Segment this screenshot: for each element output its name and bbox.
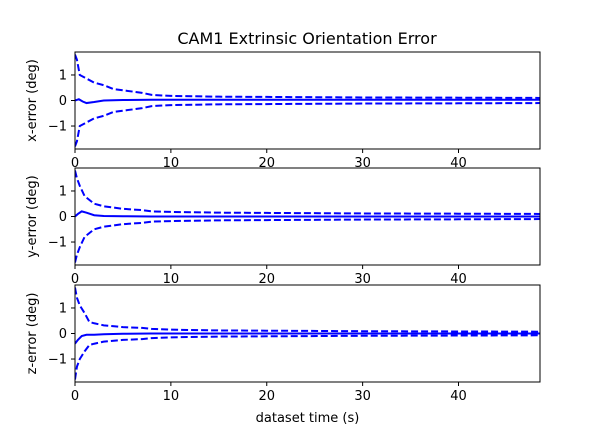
x-tick-label: 0 [71,272,79,287]
y-axis-label: y-error (deg) [25,175,40,257]
y-tick-label: −1 [48,120,67,135]
error-line [75,332,540,345]
x-tick-label: 20 [258,156,275,171]
x-tick-label: 40 [450,272,467,287]
upper-bound-line [75,54,540,99]
x-tick-label: 10 [163,156,180,171]
x-axis-label: dataset time (s) [256,411,360,426]
upper-bound-line [75,287,540,333]
y-tick-label: 1 [59,184,67,199]
y-tick-label: −1 [48,353,67,368]
y-tick-label: 0 [59,94,67,109]
upper-bound-line [75,170,540,215]
y-axis-label: z-error (deg) [25,293,40,375]
subplot-1: 0 10 20 30 40 −1 0 1 x-error (deg) [25,51,541,171]
series-group [75,170,540,263]
x-tick-label: 10 [163,389,180,404]
subplot-3: 0 10 20 30 40 −1 0 1 z-error (deg) dataset time (… [25,284,541,426]
x-tick-label: 30 [354,272,371,287]
subplot-2: 0 10 20 30 40 −1 0 1 y-error (deg) [25,167,541,287]
error-line [75,98,540,105]
y-tick-label: 1 [59,301,67,316]
x-tick-label: 30 [354,156,371,171]
y-tick-label: −1 [48,236,67,251]
lower-bound-line [75,334,540,380]
x-tick-label: 20 [258,389,275,404]
x-tick-label: 0 [71,156,79,171]
lower-bound-line [75,218,540,263]
lower-bound-line [75,102,540,147]
x-tick-label: 30 [354,389,371,404]
y-tick-label: 0 [59,210,67,225]
series-group [75,54,540,147]
x-tick-label: 0 [71,389,79,404]
chart-title: CAM1 Extrinsic Orientation Error [177,29,437,48]
y-axis-label: x-error (deg) [25,59,40,142]
x-tick-label: 40 [450,156,467,171]
error-line [75,210,540,218]
y-tick-label: 0 [59,327,67,342]
y-tick-label: 1 [59,68,67,83]
x-tick-label: 40 [450,389,467,404]
x-tick-label: 20 [258,272,275,287]
x-tick-label: 10 [163,272,180,287]
series-group [75,287,540,380]
